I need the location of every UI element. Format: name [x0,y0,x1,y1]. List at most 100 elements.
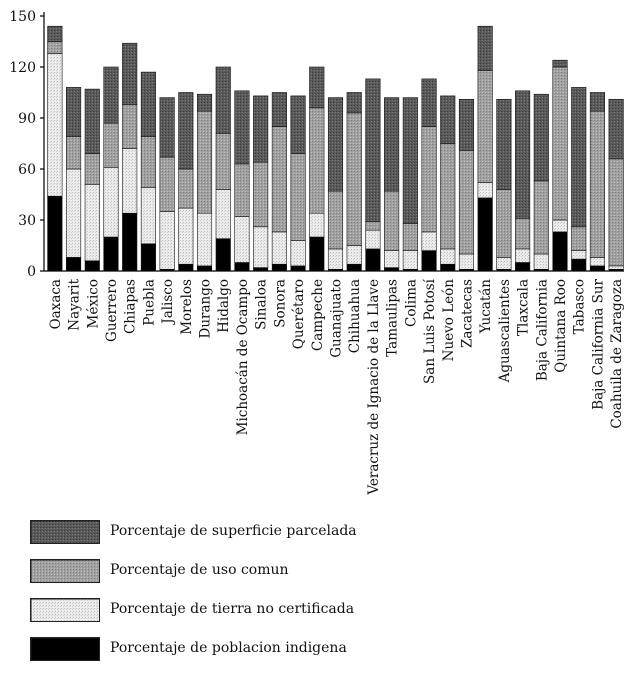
x-tick-label: Guerrero [104,279,120,342]
x-tick-label: Sinaloa [254,279,270,330]
bar-segment-parcelada [589,92,605,112]
bar-segment-uso-comun [589,110,605,258]
bar-segment-parcelada [159,97,175,158]
bar-segment-no-certificada [608,265,624,270]
bar-segment-indigena [84,260,100,272]
bar-segment-parcelada [309,66,325,109]
bar-segment-uso-comun [477,70,493,183]
bar-segment-indigena [589,265,605,272]
bar-segment-no-certificada [365,229,381,250]
bar-segment-parcelada [66,87,82,138]
bar-segment-indigena [290,265,306,272]
x-tick-label: Guanajuato [329,279,345,358]
bar-segment-parcelada [215,66,231,134]
bar-segment-parcelada [402,97,418,224]
bar-segment-uso-comun [421,126,437,233]
bar-segment-no-certificada [290,240,306,267]
bar-segment-no-certificada [271,231,287,265]
legend-label-no-certificada: Porcentaje de tierra no certificada [110,601,355,617]
bar-segment-indigena [552,231,568,272]
bar-segment-indigena [571,258,587,272]
bar-segment-indigena [477,197,493,272]
x-tick-label: Coahuila de Zaragoza [609,279,625,429]
bar-segment-no-certificada [103,167,119,238]
bar-segment-parcelada [440,95,456,144]
bar-segment-indigena [421,250,437,272]
x-tick-label: Zacatecas [459,279,475,348]
x-tick-label: Campeche [310,279,326,351]
bar-segment-parcelada [571,87,587,228]
bar-segment-uso-comun [140,136,156,188]
bar-segment-uso-comun [515,218,531,250]
x-tick-label: Michoacán de Ocampo [235,279,251,435]
bar-segment-parcelada [384,97,400,192]
bar-segment-parcelada [496,99,512,190]
x-tick-label: San Luis Potosí [422,278,438,384]
x-tick-label: Nuevo León [441,279,457,362]
bar-segment-no-certificada [440,248,456,265]
bar-segment-parcelada [103,66,119,124]
bar-segment-indigena [47,195,63,272]
bar-segment-parcelada [178,92,194,170]
bar-segment-no-certificada [178,207,194,265]
bar-segment-uso-comun [346,112,362,246]
bar-segment-uso-comun [215,133,231,190]
bar-segment-no-certificada [552,219,568,233]
legend-label-parcelada: Porcentaje de superficie parcelada [110,523,357,539]
bar-segment-no-certificada [122,148,138,214]
bar-segment-no-certificada [66,168,82,258]
bar-segment-indigena [122,212,138,272]
bar-segment-indigena [66,257,82,272]
bar-segment-indigena [196,265,213,272]
bar-segment-no-certificada [421,231,437,251]
bar-segment-no-certificada [84,184,100,262]
bar-segment-no-certificada [384,250,400,268]
bar-segment-no-certificada [402,250,418,270]
bar-segment-parcelada [47,25,63,42]
bar-segment-uso-comun [178,168,194,209]
legend-swatch-uso-comun [30,559,100,583]
x-tick-label: Hidalgo [216,279,232,333]
x-tick-label: Tamaulipas [385,279,401,357]
bar-segment-indigena [515,262,531,272]
x-tick-label: Durango [198,279,214,338]
bar-segment-uso-comun [271,126,287,233]
x-tick-label: Jalisco [160,279,176,326]
x-tick-label: México [85,279,101,328]
x-tick-label: Oaxaca [48,279,64,329]
bar-segment-uso-comun [103,122,119,168]
legend-label-uso-comun: Porcentaje de uso comun [110,562,289,578]
bar-segment-parcelada [458,99,475,151]
legend-label-indigena: Porcentaje de poblacion indigena [110,640,347,656]
bar-segment-uso-comun [533,180,549,255]
bar-segment-no-certificada [458,253,475,270]
bar-segment-indigena [440,263,456,272]
bar-segment-parcelada [346,92,362,114]
x-tick-label: Aguascalientes [497,279,513,383]
x-tick-label: Morelos [179,279,195,335]
bar-segment-indigena [178,263,194,272]
x-tick-label: Chihuahua [347,279,363,353]
legend-item-uso-comun: Porcentaje de uso comun [30,559,430,583]
bar-segment-uso-comun [608,158,624,267]
x-tick-label: Puebla [141,279,157,326]
y-tick-label: 150 [9,9,36,25]
legend-item-indigena: Porcentaje de poblacion indigena [30,637,430,661]
bar-segment-uso-comun [327,190,344,250]
bar-segment-uso-comun [84,153,100,185]
x-tick-label: Quintana Roo [553,279,569,373]
bar-segment-no-certificada [159,211,175,270]
bar-segment-no-certificada [571,250,587,260]
bar-segment-no-certificada [47,53,63,197]
bar-segment-parcelada [253,95,269,163]
bar-segment-uso-comun [440,143,456,250]
bar-segment-uso-comun [309,107,325,214]
bar-segment-parcelada [477,25,493,71]
bar-segment-parcelada [327,97,344,192]
x-tick-label: Sonora [272,279,288,328]
bar-segment-uso-comun [196,110,213,214]
bar-segment-uso-comun [290,153,306,241]
bar-segment-indigena [384,267,400,272]
bar-segment-indigena [103,236,119,272]
